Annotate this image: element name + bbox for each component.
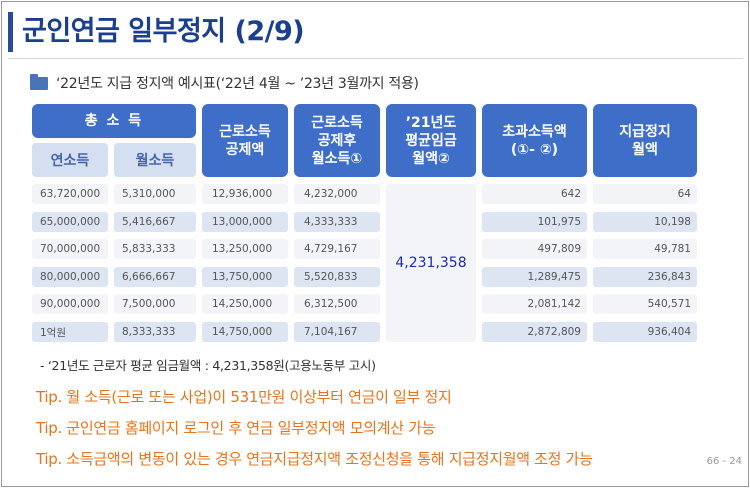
title-divider xyxy=(8,58,743,59)
table-cell-deduction: 12,936,000 xyxy=(202,184,288,204)
header-total-income-label: 총 소 득 xyxy=(84,113,144,129)
header-annual-income-label: 연소득 xyxy=(50,153,90,169)
table-cell-monthly: 5,833,333 xyxy=(114,239,196,260)
footnote: - ‘21년도 근로자 평균 임금월액 : 4,231,358원(고용노동부 고… xyxy=(40,358,376,373)
table-cell-annual: 1억원 xyxy=(32,322,108,342)
table-cell-monthly: 7,500,000 xyxy=(114,294,196,315)
table-cell-excess: 101,975 xyxy=(482,211,587,232)
table-cell-suspension: 64 xyxy=(593,184,697,204)
table-cell-suspension: 49,781 xyxy=(593,239,697,260)
table-cell-monthly: 8,333,333 xyxy=(114,322,196,342)
header-deduction-line2: 공제액 xyxy=(225,141,265,158)
header-excess: 초과소득액 (①- ②) xyxy=(482,104,587,177)
table-cell-deduction: 14,750,000 xyxy=(202,322,288,342)
table-cell-suspension: 936,404 xyxy=(593,322,697,342)
table-cell-excess: 497,809 xyxy=(482,239,587,260)
page-title: 군인연금 일부정지 (2/9) xyxy=(22,16,305,47)
table-cell-deduction: 13,250,000 xyxy=(202,239,288,260)
table-cell-annual: 90,000,000 xyxy=(32,294,108,315)
table-cell-excess: 1,289,475 xyxy=(482,266,587,287)
header-monthly-after-deduction: 근로소득 공제후 월소득① xyxy=(294,104,380,177)
table-cell-deduction: 13,750,000 xyxy=(202,266,288,287)
header-deduction-line1: 근로소득 xyxy=(219,123,271,140)
table-cell-excess: 2,081,142 xyxy=(482,294,587,315)
table-cell-after: 4,232,000 xyxy=(294,184,380,204)
header-excess-line2: (①- ②) xyxy=(510,141,559,158)
header-after-line1: 근로소득 xyxy=(311,114,363,131)
table-subtitle: ‘22년도 지급 정지액 예시표(‘22년 4월 ~ ’23년 3월까지 적용) xyxy=(56,76,419,92)
header-avg-wage-line3: 월액② xyxy=(412,150,450,167)
avg-wage-cell: 4,231,358 xyxy=(386,184,476,342)
table-cell-deduction: 13,000,000 xyxy=(202,211,288,232)
title-accent-bar xyxy=(8,12,13,52)
folder-icon xyxy=(30,74,48,90)
table-cell-excess: 642 xyxy=(482,184,587,204)
table-cell-suspension: 10,198 xyxy=(593,211,697,232)
avg-wage-value: 4,231,358 xyxy=(395,255,467,271)
tip-2: Tip. 군인연금 홈페이지 로그인 후 연금 일부정지액 모의계산 가능 xyxy=(36,419,436,437)
header-monthly-income-label: 월소득 xyxy=(135,153,175,169)
header-after-line2: 공제후 xyxy=(317,132,357,149)
table-cell-excess: 2,872,809 xyxy=(482,322,587,342)
header-after-line3: 월소득① xyxy=(311,150,363,167)
table-cell-after: 4,333,333 xyxy=(294,211,380,232)
header-deduction: 근로소득 공제액 xyxy=(202,104,288,177)
table-cell-annual: 70,000,000 xyxy=(32,239,108,260)
tip-3: Tip. 소득금액의 변동이 있는 경우 연금지급정지액 조정신청을 통해 지급… xyxy=(36,450,593,468)
table-cell-annual: 80,000,000 xyxy=(32,266,108,287)
table-cell-annual: 65,000,000 xyxy=(32,211,108,232)
tip-1: Tip. 월 소득(근로 또는 사업)이 531만원 이상부터 연금이 일부 정… xyxy=(36,388,452,406)
header-total-income: 총 소 득 xyxy=(32,104,196,138)
table-cell-suspension: 540,571 xyxy=(593,294,697,315)
header-suspension-line1: 지급정지 xyxy=(619,123,671,140)
table-cell-after: 5,520,833 xyxy=(294,266,380,287)
table-cell-suspension: 236,843 xyxy=(593,266,697,287)
header-avg-wage-line2: 평균임금 xyxy=(405,132,457,149)
header-excess-line1: 초과소득액 xyxy=(502,123,567,140)
table-cell-monthly: 6,666,667 xyxy=(114,266,196,287)
header-monthly-income: 월소득 xyxy=(114,143,196,177)
table-cell-monthly: 5,416,667 xyxy=(114,211,196,232)
table-cell-annual: 63,720,000 xyxy=(32,184,108,204)
table-cell-after: 7,104,167 xyxy=(294,322,380,342)
header-annual-income: 연소득 xyxy=(32,143,108,177)
header-suspension-line2: 월액 xyxy=(632,141,658,158)
header-avg-wage: ’21년도 평균임금 월액② xyxy=(386,104,476,177)
header-avg-wage-line1: ’21년도 xyxy=(405,114,457,131)
header-suspension: 지급정지 월액 xyxy=(593,104,697,177)
table-cell-deduction: 14,250,000 xyxy=(202,294,288,315)
table-cell-after: 6,312,500 xyxy=(294,294,380,315)
table-cell-monthly: 5,310,000 xyxy=(114,184,196,204)
table-cell-after: 4,729,167 xyxy=(294,239,380,260)
page-number: 66 - 24 xyxy=(706,456,742,467)
